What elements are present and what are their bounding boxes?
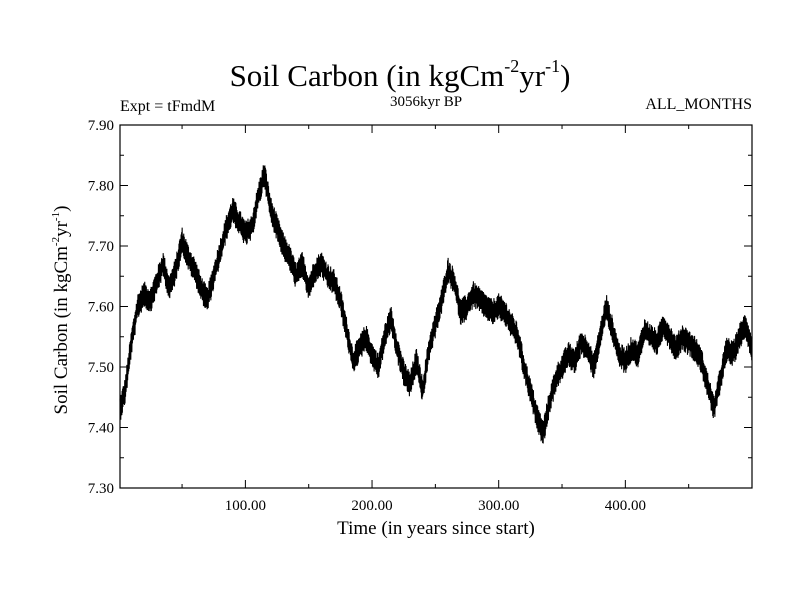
y-tick-label: 7.60	[88, 300, 114, 316]
period-label: 3056kyr BP	[390, 94, 463, 110]
title-superscript-1: -2	[504, 56, 520, 76]
title-text-mid: yr	[519, 58, 546, 93]
y-axis-label: Soil Carbon (in kgCm-2yr-1)	[50, 205, 72, 415]
y-tick-label: 7.50	[88, 360, 114, 376]
title-superscript-2: -1	[545, 56, 561, 76]
series-layer	[119, 165, 753, 444]
x-tick-label: 300.00	[478, 498, 519, 514]
y-tick-label: 7.70	[88, 239, 114, 255]
y-tick-label: 7.40	[88, 421, 114, 437]
x-axis-label: Time (in years since start)	[337, 518, 535, 539]
chart-title: Soil Carbon (in kgCm-2yr-1)	[0, 56, 800, 94]
x-tick-label: 100.00	[225, 498, 266, 514]
x-tick-label: 400.00	[605, 498, 646, 514]
y-tick-label: 7.80	[88, 179, 114, 195]
series-line	[119, 165, 753, 444]
x-tick-label: 200.00	[351, 498, 392, 514]
title-text-main: Soil Carbon (in kgCm	[229, 58, 505, 93]
y-tick-label: 7.30	[88, 481, 114, 497]
experiment-label: Expt = tFmdM	[120, 98, 216, 115]
plot-frame	[119, 124, 753, 489]
y-tick-label: 7.90	[88, 118, 114, 134]
months-label: ALL_MONTHS	[645, 96, 752, 113]
ticks-layer: 7.30 7.40 7.50 7.60 7.70 7.80 7.90 100.00 200.00…	[88, 118, 752, 514]
title-text-end: )	[560, 58, 571, 93]
